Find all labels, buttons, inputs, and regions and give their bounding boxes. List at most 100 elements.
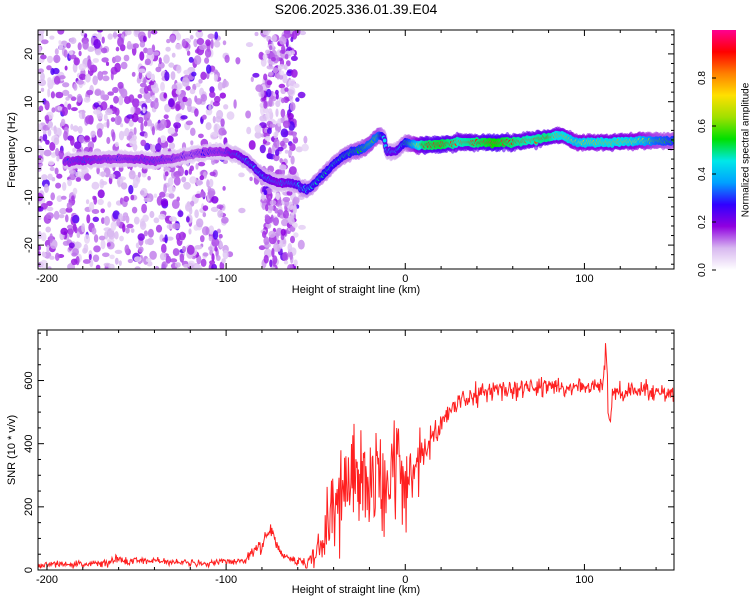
noise-speck: [70, 123, 74, 130]
ridge-core-dot: [382, 138, 387, 143]
noise-speck: [175, 32, 182, 41]
noise-speck: [293, 259, 298, 267]
noise-speck: [123, 54, 130, 62]
noise-speck: [49, 141, 56, 151]
noise-speck: [200, 71, 207, 81]
noise-speck: [262, 230, 267, 238]
noise-speck: [100, 94, 109, 101]
noise-speck: [292, 222, 298, 228]
noise-speck: [47, 129, 52, 137]
noise-speck: [193, 55, 202, 65]
noise-speck: [272, 67, 279, 74]
noise-speck: [171, 52, 176, 58]
x-tick-label: 100: [575, 273, 593, 285]
noise-speck: [38, 105, 44, 112]
noise-speck: [82, 259, 91, 264]
noise-speck: [96, 122, 104, 131]
noise-speck: [202, 212, 207, 218]
noise-speck: [55, 182, 62, 189]
noise-speck: [110, 117, 116, 122]
noise-speck: [103, 215, 110, 226]
noise-speck: [126, 40, 132, 50]
noise-speck: [262, 30, 268, 35]
noise-speck: [289, 143, 296, 152]
noise-speck: [214, 246, 218, 252]
noise-speck: [279, 36, 287, 45]
noise-speck: [215, 255, 221, 261]
noise-speck: [38, 123, 42, 130]
noise-speck: [201, 114, 207, 120]
noise-speck: [292, 131, 297, 139]
noise-speck: [144, 239, 149, 245]
noise-speck: [288, 78, 296, 88]
noise-speck: [183, 263, 190, 268]
noise-speck: [105, 61, 110, 66]
colorbar-tick-label: 0.6: [697, 119, 708, 133]
noise-speck: [54, 48, 59, 55]
noise-speck: [130, 228, 135, 234]
noise-speck: [159, 191, 166, 198]
noise-speck: [170, 71, 176, 81]
noise-speck: [38, 206, 44, 212]
noise-speck: [206, 179, 210, 188]
noise-speck: [112, 32, 118, 38]
noise-speck: [77, 42, 82, 51]
noise-speck: [152, 99, 159, 110]
noise-speck: [118, 95, 124, 106]
x-tick-label: 0: [402, 574, 408, 586]
noise-speck: [208, 104, 212, 111]
noise-speck: [70, 258, 78, 265]
noise-speck: [197, 30, 202, 33]
noise-speck: [289, 102, 296, 112]
noise-speck: [53, 210, 60, 220]
noise-speck: [218, 127, 227, 136]
noise-speck: [175, 43, 183, 50]
noise-speck: [282, 251, 289, 262]
noise-speck: [101, 70, 108, 75]
noise-speck: [76, 80, 85, 85]
noise-speck: [45, 114, 50, 124]
noise-speck: [132, 43, 139, 49]
noise-speck: [214, 31, 219, 40]
noise-speck: [143, 255, 149, 265]
noise-speck: [178, 231, 186, 241]
noise-speck: [260, 89, 265, 98]
noise-speck: [60, 227, 68, 235]
noise-speck: [198, 78, 203, 84]
noise-speck: [38, 79, 47, 87]
noise-speck: [68, 242, 75, 249]
noise-speck: [196, 218, 204, 228]
noise-speck: [217, 209, 224, 218]
y-tick-label: 400: [23, 435, 35, 453]
noise-speck: [130, 194, 135, 201]
noise-speck: [114, 257, 119, 265]
noise-speck: [168, 193, 175, 199]
noise-speck: [143, 120, 148, 127]
noise-speck: [47, 160, 55, 166]
noise-speck: [182, 96, 188, 103]
noise-speck: [275, 100, 281, 108]
noise-speck: [96, 128, 103, 138]
noise-speck: [114, 62, 121, 73]
noise-speck: [213, 40, 221, 48]
noise-speck: [101, 47, 108, 54]
noise-speck: [183, 181, 191, 190]
noise-speck: [91, 181, 100, 190]
noise-speck: [146, 47, 154, 56]
noise-speck: [266, 153, 273, 160]
noise-speck: [107, 91, 114, 96]
noise-speck: [267, 30, 271, 33]
noise-speck: [207, 33, 215, 40]
noise-speck: [97, 30, 103, 33]
noise-speck: [92, 58, 100, 63]
noise-speck: [278, 83, 286, 89]
noise-speck: [168, 216, 177, 222]
noise-speck: [185, 120, 193, 126]
noise-speck: [114, 249, 123, 254]
noise-speck: [186, 244, 195, 255]
noise-speck: [76, 231, 81, 238]
noise-speck: [263, 73, 268, 81]
noise-speck: [62, 106, 68, 116]
noise-speck: [133, 216, 140, 225]
noise-speck: [164, 171, 169, 177]
